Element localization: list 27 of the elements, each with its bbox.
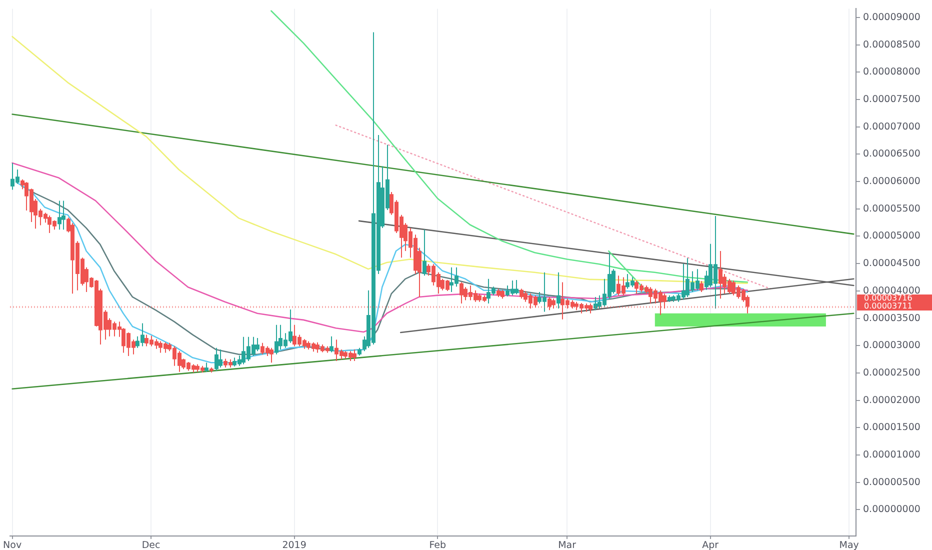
x-tick-label: Nov xyxy=(3,540,22,550)
y-tick-label: 0.00001000 xyxy=(863,450,920,461)
y-tick-label: 0.00000500 xyxy=(863,476,920,488)
y-tick-label: 0.00008500 xyxy=(863,39,920,50)
x-tick-label: 2019 xyxy=(282,540,306,550)
y-tick-label: 0.00004500 xyxy=(863,258,920,270)
x-tick-label: May xyxy=(839,540,860,550)
y-tick-label: 0.00006000 xyxy=(863,176,920,188)
y-tick-label: 0.00007000 xyxy=(863,121,920,132)
y-tick-label: 0.00007500 xyxy=(863,94,920,105)
y-tick-label: 0.00002500 xyxy=(863,367,920,378)
x-tick-label: Feb xyxy=(429,540,446,550)
x-tick-label: Mar xyxy=(558,540,576,550)
y-tick-label: 0.00005000 xyxy=(863,230,920,242)
y-tick-label: 0.00006500 xyxy=(863,148,920,160)
y-tick-label: 0.00003500 xyxy=(863,312,920,324)
y-tick-label: 0.00002000 xyxy=(863,394,920,406)
x-tick-label: Apr xyxy=(702,540,719,550)
y-tick-label: 0.00003000 xyxy=(863,340,920,352)
y-tick-label: 0.00000000 xyxy=(863,504,920,516)
y-tick-label: 0.00005500 xyxy=(863,203,920,214)
y-tick-label: 0.00008000 xyxy=(863,66,920,78)
x-tick-label: Dec xyxy=(142,540,160,550)
y-tick-label: 0.00001500 xyxy=(863,422,920,434)
ref-line-label: 0.00003711 xyxy=(864,302,912,311)
ref-line-label: 0.00003716 xyxy=(864,294,912,303)
y-tick-label: 0.00009000 xyxy=(863,12,920,23)
